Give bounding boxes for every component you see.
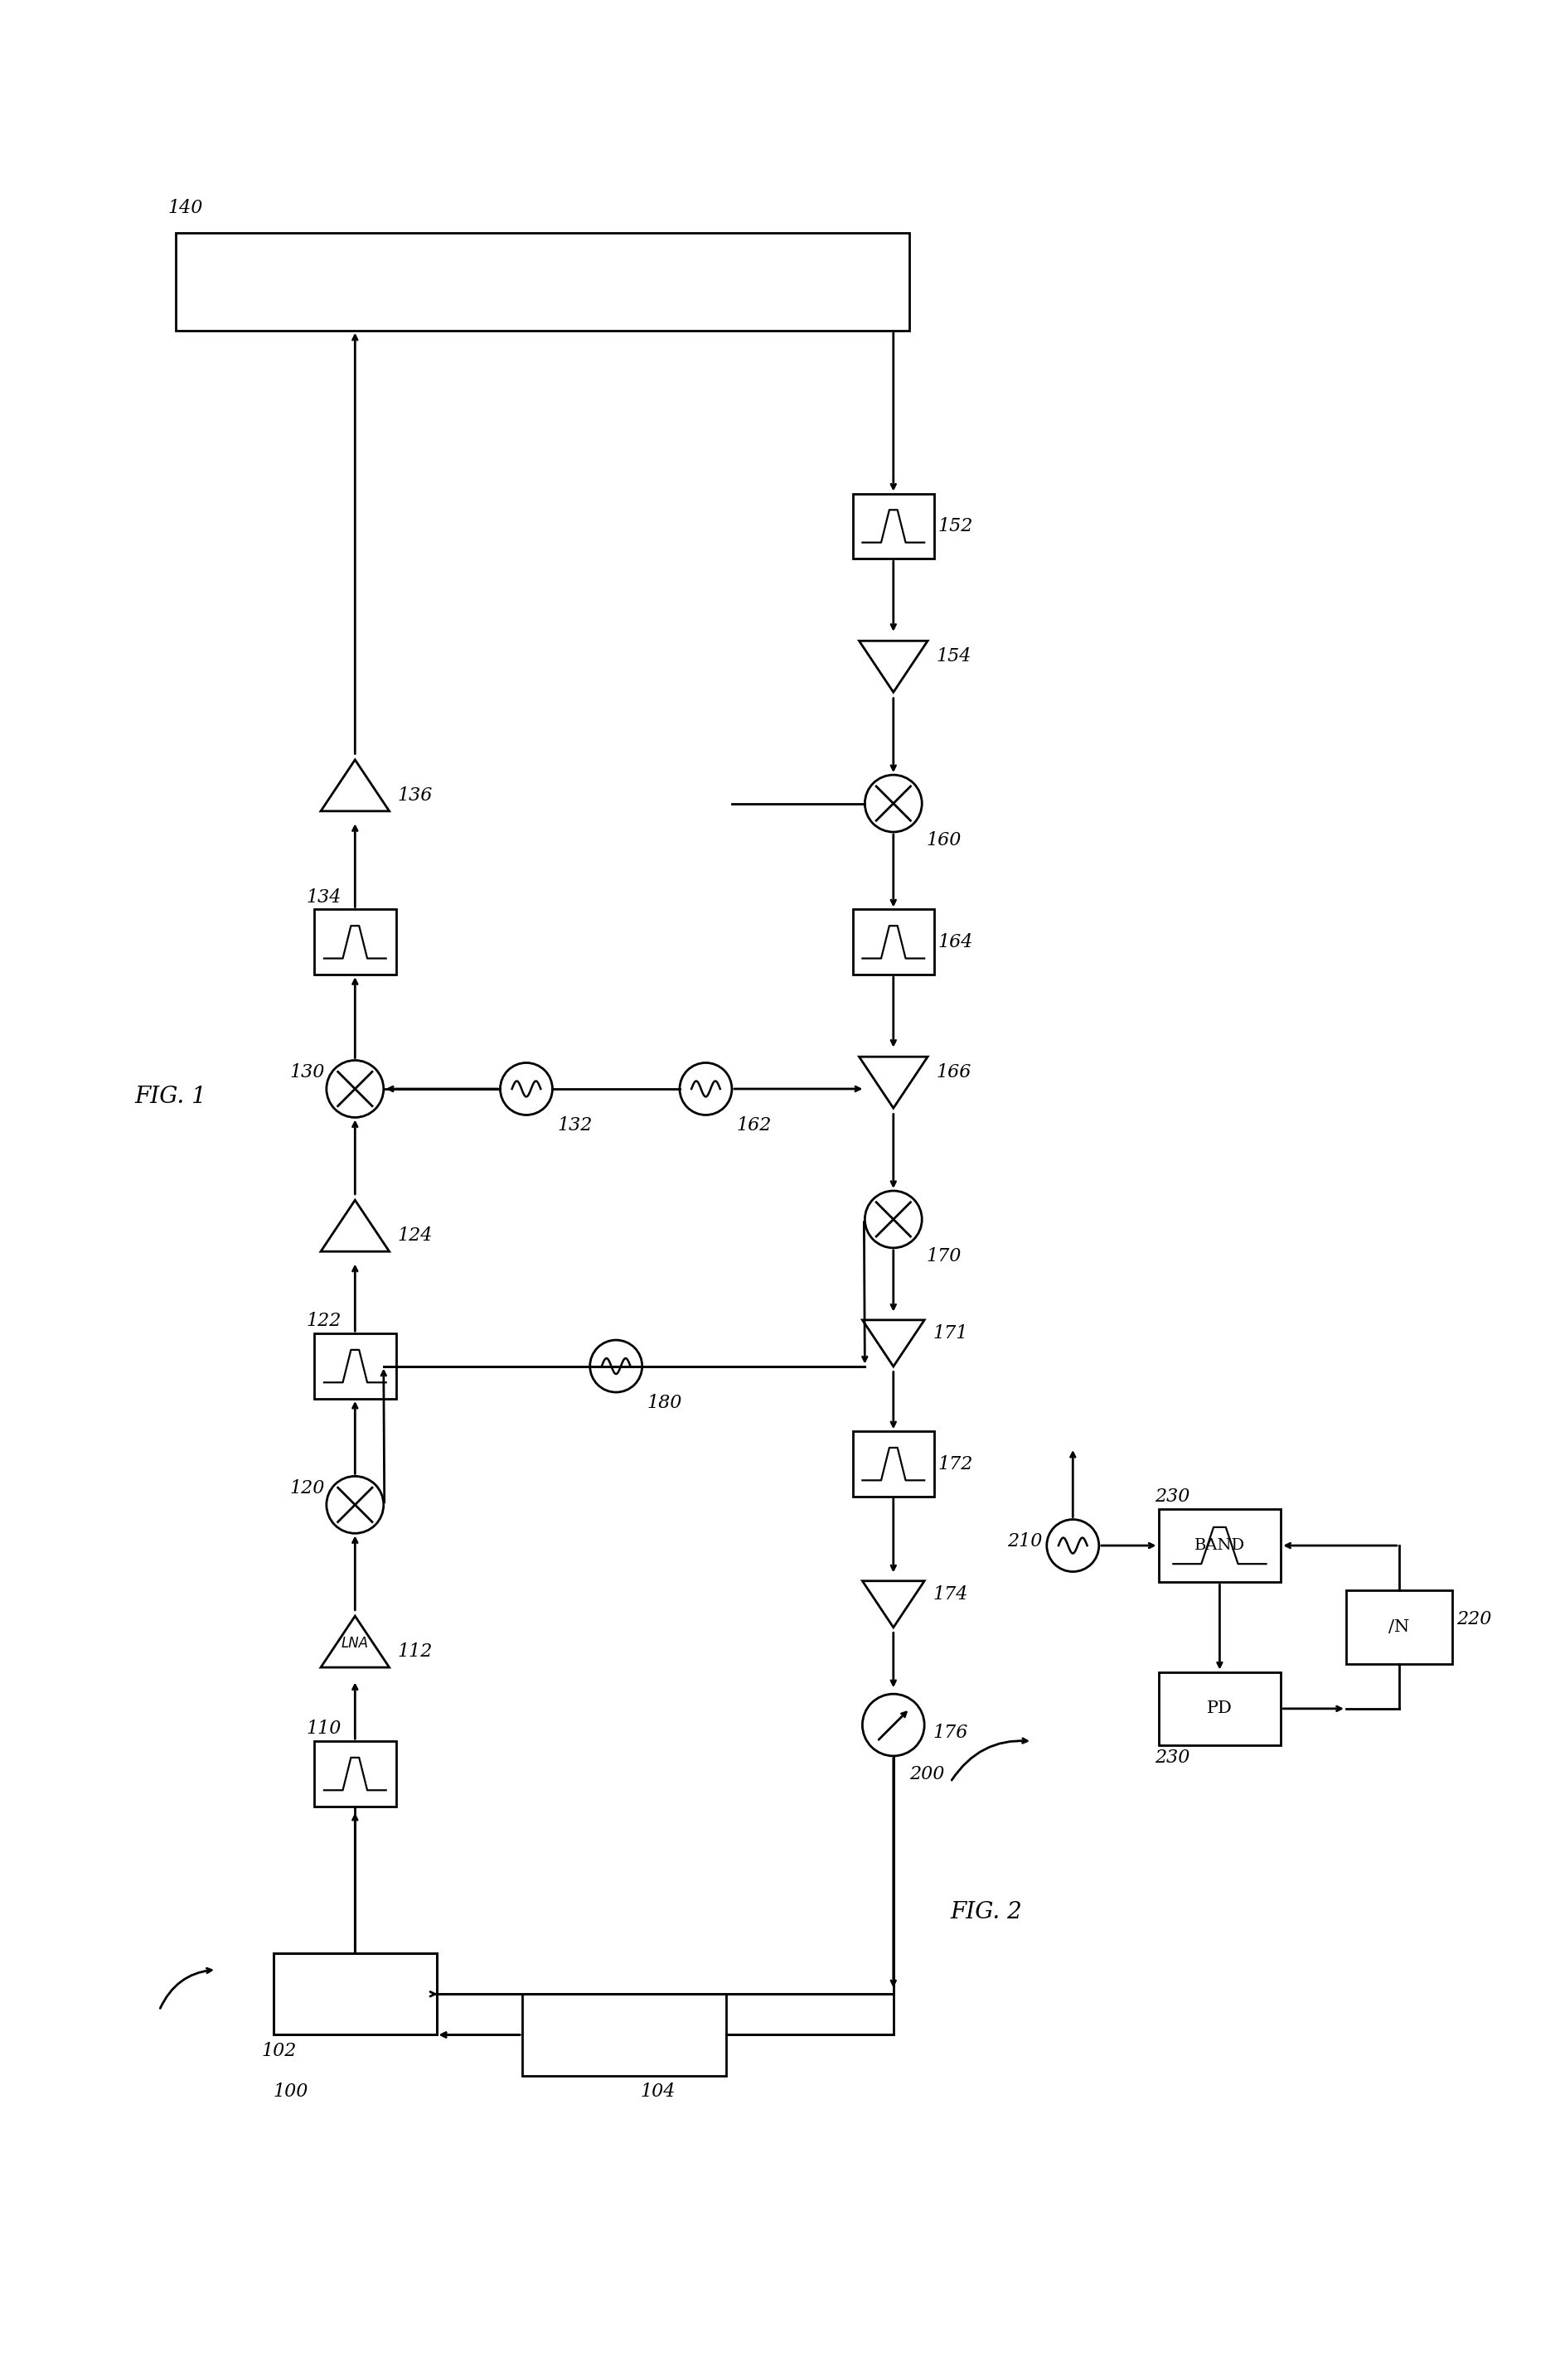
Text: 174: 174 [931,1585,967,1604]
Text: /N: /N [1388,1618,1409,1635]
Text: 110: 110 [306,1721,342,1737]
Text: 230: 230 [1154,1749,1189,1766]
Text: BAND: BAND [1193,1537,1245,1554]
Text: 180: 180 [647,1395,682,1411]
Text: 230: 230 [1154,1488,1189,1507]
Bar [852,909,934,976]
Text: 122: 122 [306,1311,342,1330]
Text: 112: 112 [398,1642,432,1661]
Bar [1345,1590,1451,1664]
Text: 104: 104 [640,2082,675,2102]
Bar [1158,1673,1281,1745]
Bar [314,1742,396,1806]
Text: 120: 120 [290,1480,324,1497]
Text: 176: 176 [931,1723,967,1742]
Text: 154: 154 [936,647,970,666]
Bar [1158,1509,1281,1583]
Text: 160: 160 [925,831,961,850]
Text: 171: 171 [931,1323,967,1342]
Text: 124: 124 [398,1226,432,1245]
Bar [175,233,909,331]
Text: PD: PD [1206,1702,1232,1716]
Text: 166: 166 [936,1064,970,1081]
Text: 130: 130 [290,1064,324,1081]
Text: 132: 132 [557,1116,593,1135]
Text: 210: 210 [1008,1533,1042,1552]
Bar [523,1994,725,2075]
Text: 162: 162 [736,1116,772,1135]
Text: FIG. 1: FIG. 1 [134,1085,206,1109]
Text: 136: 136 [398,785,432,804]
Text: 164: 164 [938,933,973,952]
Text: 152: 152 [938,516,973,536]
Text: 200: 200 [909,1766,944,1783]
Text: 100: 100 [273,2082,309,2102]
Text: FIG. 2: FIG. 2 [950,1902,1022,1923]
Bar [852,1430,934,1497]
Text: 170: 170 [925,1247,961,1266]
Bar [273,1954,437,2035]
Text: 140: 140 [167,200,203,217]
Bar [314,1333,396,1399]
Bar [273,1954,437,2035]
Text: 102: 102 [261,2042,296,2061]
Text: 134: 134 [306,888,342,907]
Text: 172: 172 [938,1454,973,1473]
Text: 220: 220 [1455,1609,1490,1628]
Bar [314,909,396,976]
Text: LNA: LNA [342,1635,368,1652]
Bar [852,493,934,559]
